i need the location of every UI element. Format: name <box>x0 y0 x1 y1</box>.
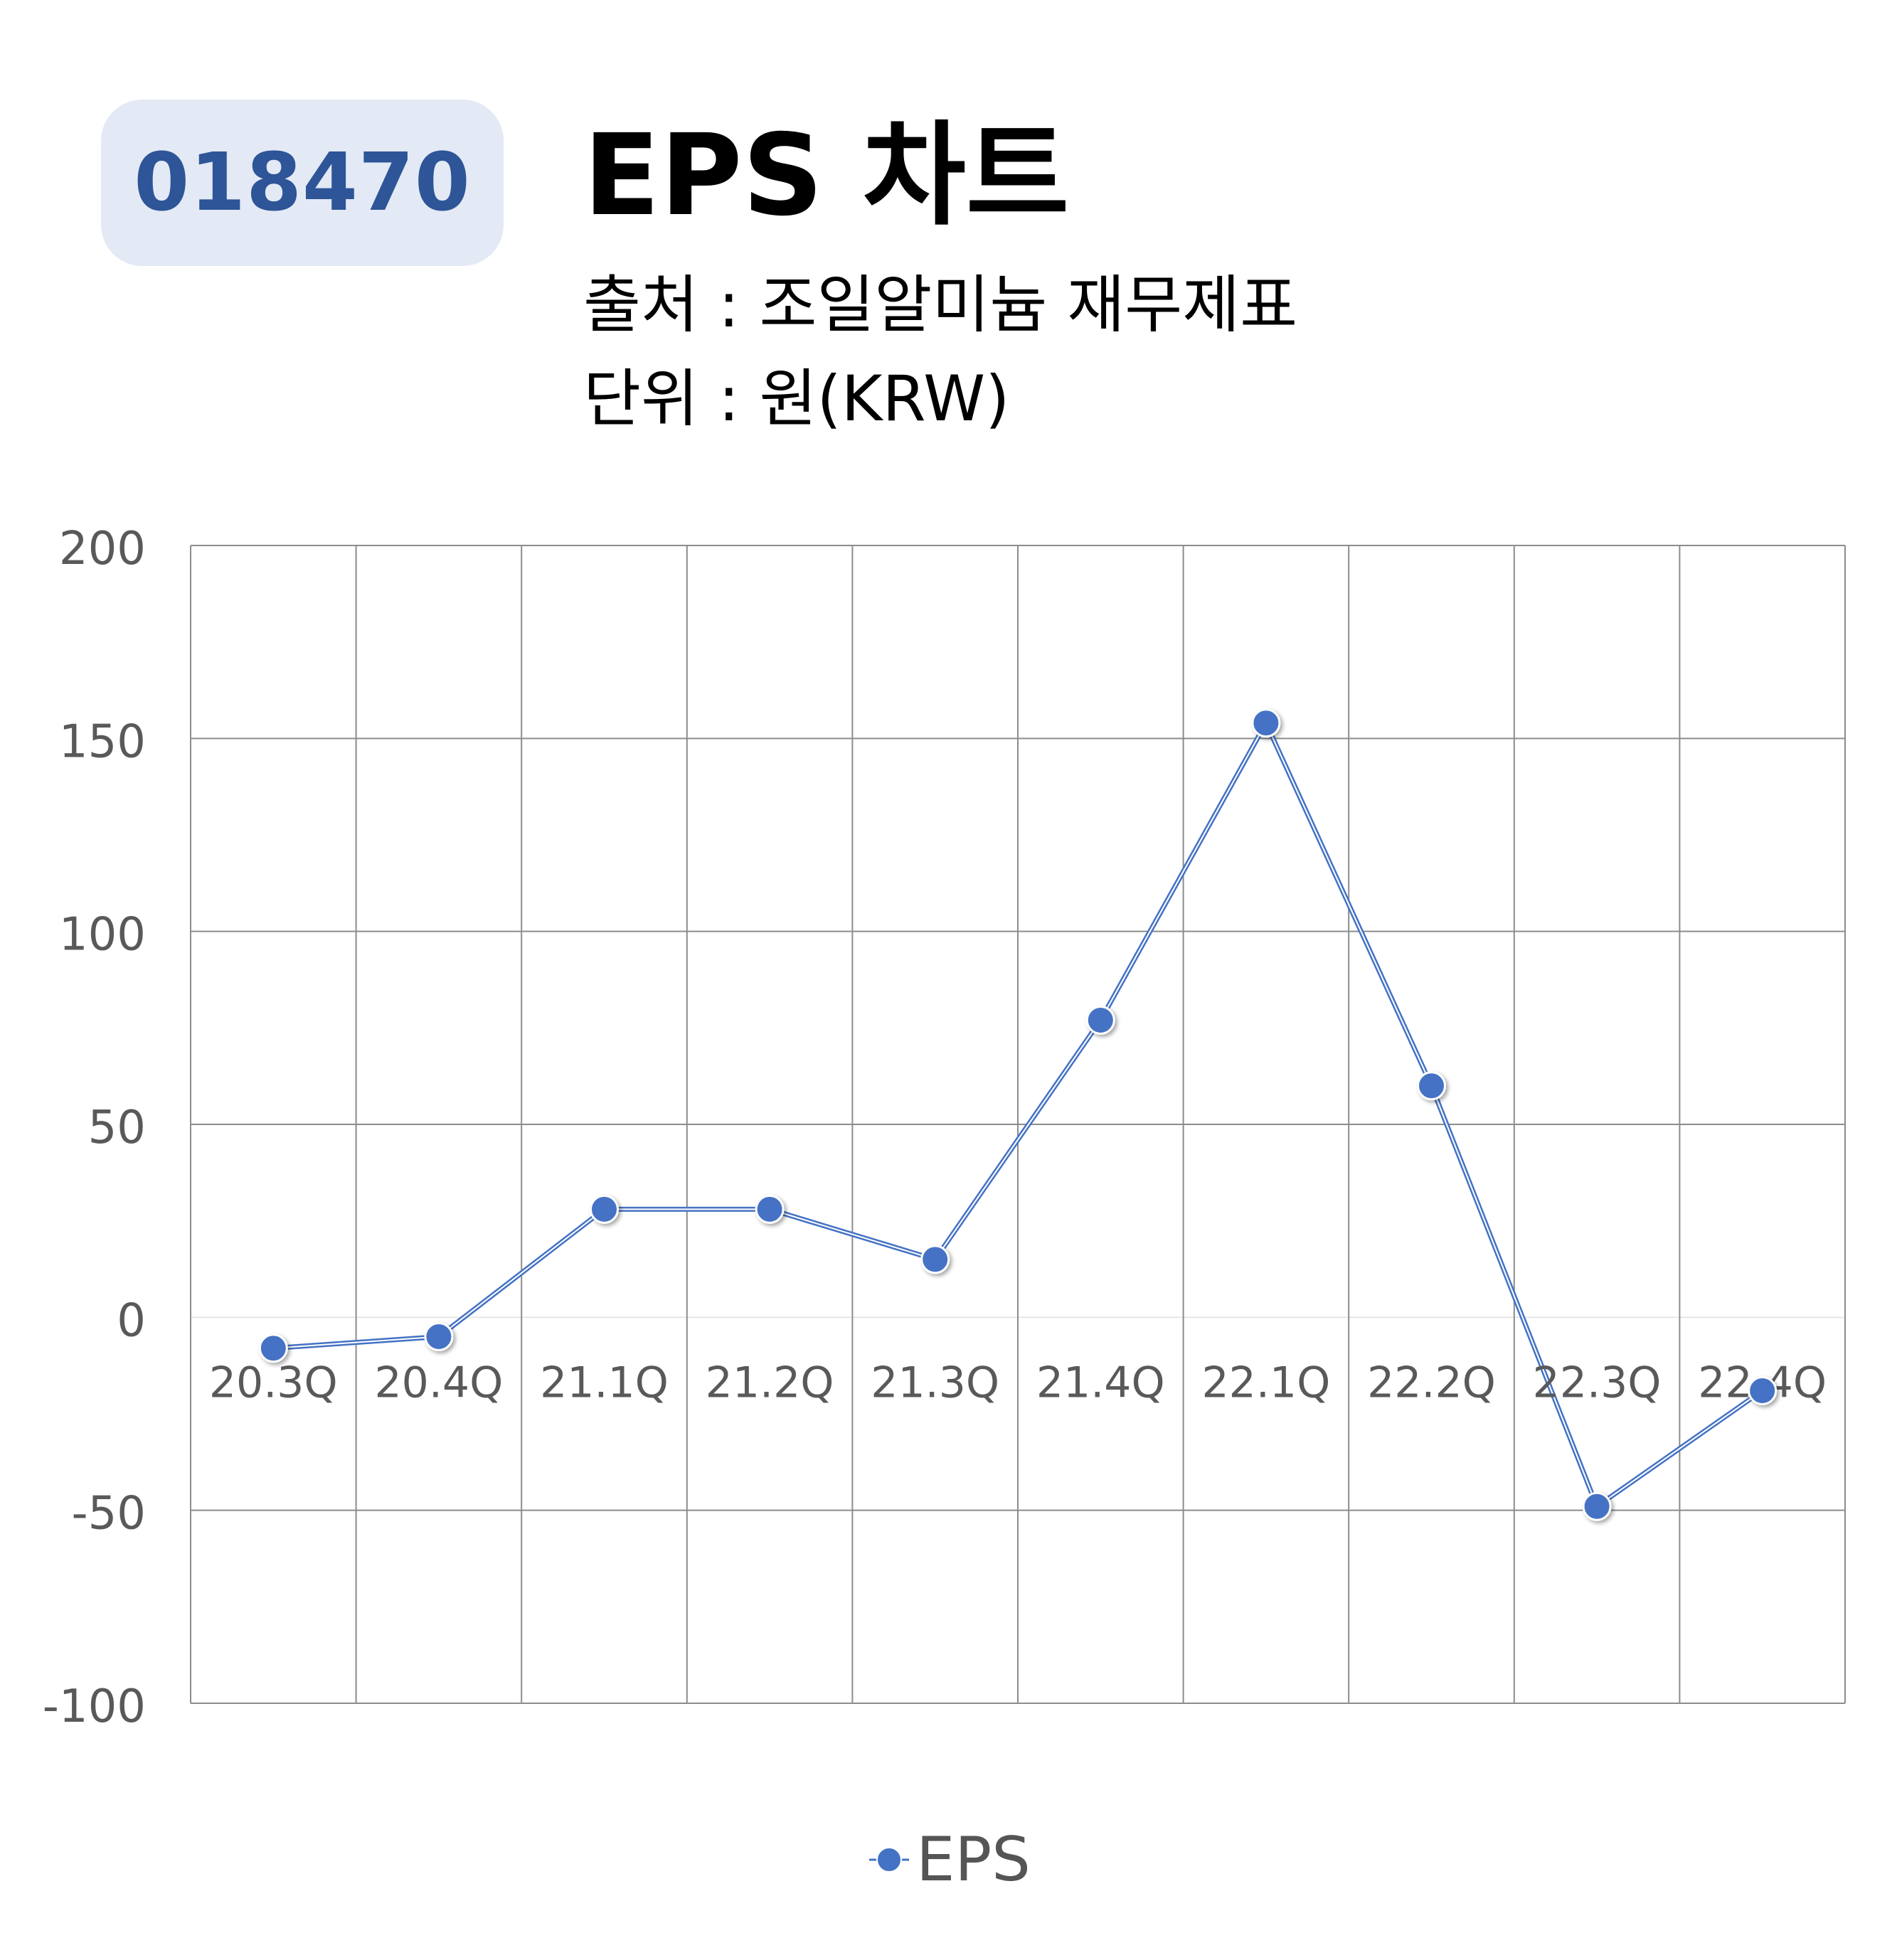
x-tick-label: 21.1Q <box>540 1358 669 1407</box>
legend: EPS <box>0 1824 1897 1895</box>
unit-line: 단위 : 원(KRW) <box>583 362 1010 435</box>
data-point <box>590 1194 619 1224</box>
x-tick-label: 20.4Q <box>374 1358 503 1407</box>
data-point <box>920 1245 950 1274</box>
data-point <box>755 1194 785 1224</box>
y-tick-label: 150 <box>59 715 146 768</box>
data-point <box>1582 1491 1612 1521</box>
x-tick-label: 20.3Q <box>209 1358 338 1407</box>
series-line-inner <box>273 722 1763 1508</box>
stock-code-badge: 018470 <box>101 100 504 266</box>
series-points <box>258 708 1778 1521</box>
source-line: 출처 : 조일알미늄 재무제표 <box>583 268 1298 341</box>
y-tick-label: 100 <box>59 909 146 962</box>
data-point <box>1417 1071 1446 1101</box>
y-tick-label: 0 <box>117 1294 146 1347</box>
x-tick-label: 21.4Q <box>1036 1358 1165 1407</box>
x-tick-label: 21.2Q <box>706 1358 834 1407</box>
y-tick-label: 50 <box>88 1102 146 1154</box>
chart-title: EPS 차트 <box>583 110 1070 241</box>
y-tick-label: -100 <box>43 1681 146 1733</box>
y-tick-label: -50 <box>71 1488 146 1540</box>
y-axis-ticks: 200 150 100 50 0 -50 -100 <box>43 523 146 1733</box>
legend-label: EPS <box>916 1824 1031 1895</box>
stock-code: 018470 <box>134 137 471 229</box>
x-tick-label: 22.3Q <box>1533 1358 1662 1407</box>
x-tick-label: 22.1Q <box>1201 1358 1330 1407</box>
y-tick-label: 200 <box>59 523 146 575</box>
x-tick-label: 22.2Q <box>1367 1358 1496 1407</box>
data-point <box>1748 1375 1778 1405</box>
x-axis-ticks: 20.3Q 20.4Q 21.1Q 21.2Q 21.3Q 21.4Q 22.1Q 22.2Q… <box>209 1358 1827 1407</box>
data-point <box>424 1321 454 1351</box>
series-line <box>273 720 1764 1509</box>
legend-marker-icon <box>869 1847 910 1873</box>
data-point <box>258 1333 288 1363</box>
data-point <box>1085 1005 1115 1035</box>
x-tick-label: 21.3Q <box>871 1358 999 1407</box>
grid-lines <box>190 545 1846 1704</box>
data-point <box>1251 708 1281 738</box>
